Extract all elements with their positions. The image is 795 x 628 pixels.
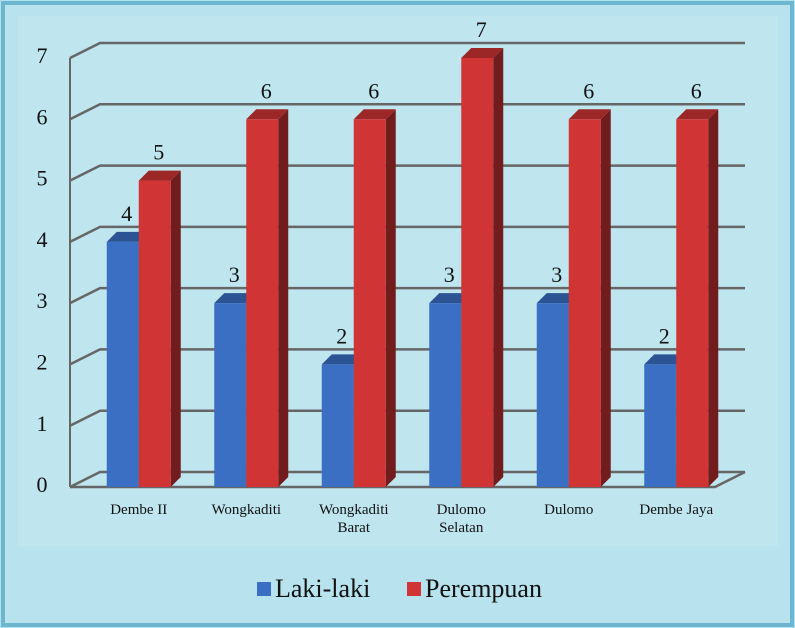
bar [246, 109, 289, 488]
bar-side [278, 109, 289, 488]
bar-front [461, 58, 494, 487]
bar-front [106, 241, 139, 487]
bar-top [106, 231, 149, 242]
legend-label: Perempuan [425, 574, 542, 603]
bar-top [353, 109, 396, 120]
x-tick-label: Dulomo [544, 502, 594, 518]
grid-line [69, 286, 745, 305]
y-tick-label: 7 [37, 43, 48, 68]
bar-front [214, 303, 247, 487]
value-label: 6 [261, 78, 272, 103]
bar-front [246, 119, 279, 488]
bar-front [429, 303, 462, 487]
bar-front [321, 364, 354, 487]
grid-line [69, 164, 745, 182]
bar-top [214, 293, 257, 304]
x-tick-label: Wongkaditi [211, 502, 282, 518]
bar-top [536, 293, 579, 304]
bar-front [644, 364, 677, 487]
value-label: 3 [229, 262, 240, 287]
y-tick-label: 6 [37, 104, 48, 129]
grid-line [69, 348, 745, 366]
y-tick-label: 2 [37, 349, 48, 374]
value-label: 2 [659, 323, 670, 348]
value-label: 7 [476, 17, 487, 42]
bar-side [385, 109, 396, 488]
bar-top [321, 354, 364, 365]
value-label: 2 [336, 323, 347, 348]
legend-label: Laki-laki [275, 574, 370, 603]
value-label: 6 [583, 78, 594, 103]
grid-line [69, 409, 745, 427]
y-tick-label: 3 [37, 288, 48, 313]
bar-top [644, 354, 687, 365]
legend-swatch [407, 582, 421, 596]
bar-top [568, 109, 611, 120]
bar-top [138, 170, 181, 181]
y-tick-label: 1 [37, 411, 48, 436]
bar [461, 48, 504, 487]
floor [70, 470, 746, 489]
grid-line [69, 41, 745, 60]
x-tick-label: Dembe II [110, 502, 168, 518]
bar-side [600, 109, 611, 488]
x-tick-label: Dulomo Selatan [436, 502, 486, 536]
value-label: 3 [444, 262, 455, 287]
bar-top [429, 293, 472, 304]
value-label: 5 [153, 140, 164, 165]
bar-side [493, 48, 504, 487]
grid-line [69, 470, 745, 489]
bar-top [676, 109, 719, 120]
x-tick-label: Dembe Jaya [639, 502, 714, 518]
bar [138, 170, 181, 488]
x-tick-label: Wongkaditi Barat [318, 502, 389, 536]
bar-side [708, 109, 719, 488]
bar-top [246, 109, 289, 120]
legend-swatch [257, 582, 271, 596]
value-label: 6 [691, 78, 702, 103]
bar-front [138, 180, 171, 488]
grid-line [69, 225, 745, 243]
value-label: 6 [368, 78, 379, 103]
bar-top [461, 48, 504, 58]
bar-side [170, 170, 181, 488]
bar-front [676, 119, 709, 488]
bar-front [353, 119, 386, 488]
bar-front [568, 119, 601, 488]
value-label: 3 [551, 262, 562, 287]
bar [353, 109, 396, 488]
y-tick-label: 4 [37, 227, 48, 252]
bar [568, 109, 611, 488]
value-label: 4 [121, 201, 132, 226]
y-tick-label: 5 [37, 166, 48, 191]
grid-line [69, 103, 745, 121]
bar [676, 109, 719, 488]
y-tick-label: 0 [37, 472, 48, 497]
bar-front [536, 303, 569, 487]
